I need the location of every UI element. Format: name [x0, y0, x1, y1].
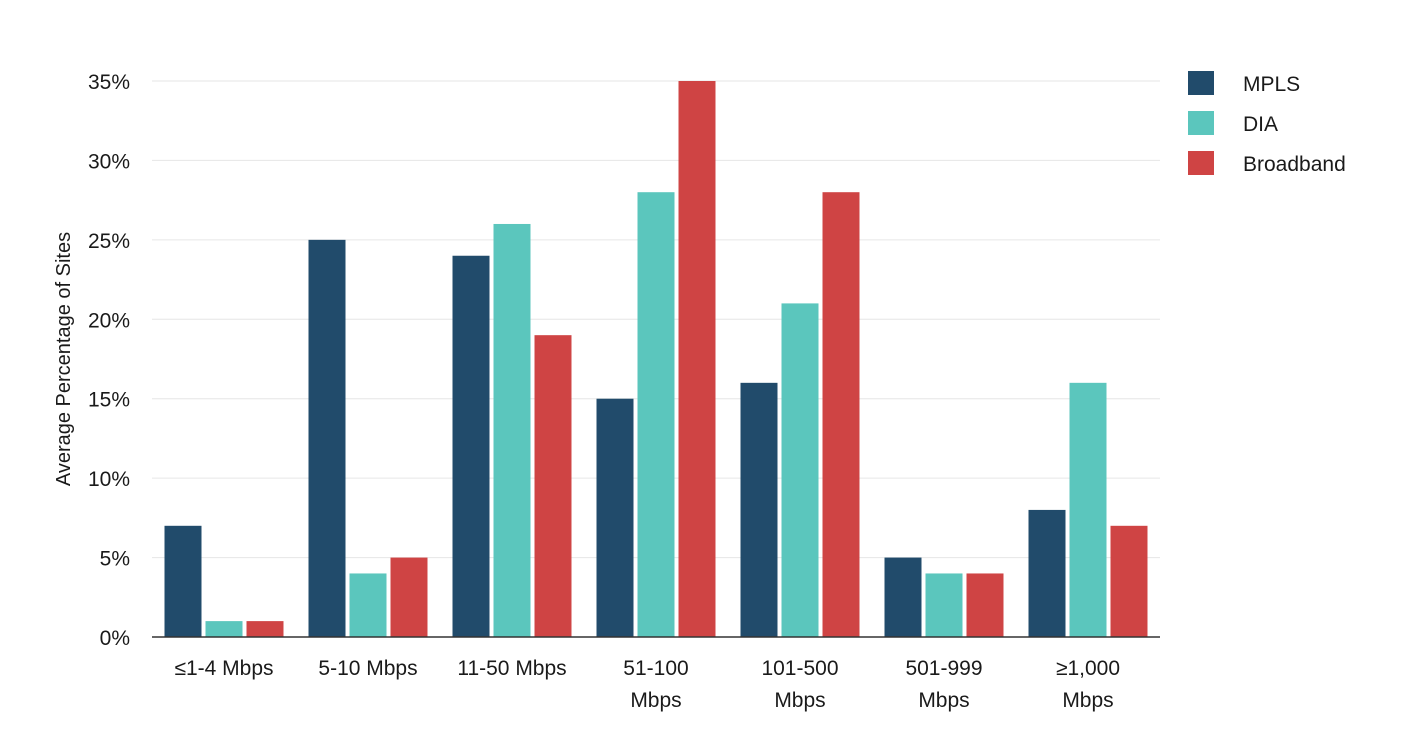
y-tick-label: 25% — [88, 230, 130, 253]
bar-mpls-2 — [452, 255, 490, 637]
bar-mpls-6 — [1028, 509, 1066, 637]
y-tick-label: 20% — [88, 309, 130, 332]
x-tick-label-line: 11-50 Mbps — [457, 657, 566, 680]
y-axis-title: Average Percentage of Sites — [53, 232, 75, 486]
x-tick-label-line: Mbps — [918, 689, 969, 712]
x-tick-label: 501-999 Mbps — [905, 657, 982, 712]
bar-dia-6 — [1069, 382, 1107, 637]
bar-mpls-3 — [596, 398, 634, 637]
y-tick-label: 30% — [88, 150, 130, 173]
legend: MPLS DIA Broadband — [1188, 71, 1346, 176]
x-tick-label-line: Mbps — [1062, 689, 1113, 712]
x-tick-label-line: 51-100 — [623, 657, 688, 680]
legend-swatch-broadband — [1188, 151, 1214, 175]
bar-dia-5 — [925, 573, 963, 637]
bar-dia-3 — [637, 192, 675, 637]
bar-broadband-2 — [534, 335, 572, 637]
x-tick-label: ≥1,000 Mbps — [1056, 657, 1120, 712]
x-tick-label-line: 101-500 — [761, 657, 838, 680]
y-tick-label: 10% — [88, 468, 130, 491]
y-tick-label: 15% — [88, 389, 130, 412]
legend-label-dia: DIA — [1243, 113, 1278, 136]
x-tick-label-line: Mbps — [630, 689, 681, 712]
bar-dia-2 — [493, 223, 531, 637]
x-axis-labels: ≤1-4 Mbps 5-10 Mbps 11-50 Mbps 51-100 Mbps10… — [174, 657, 1120, 712]
bar-broadband-0 — [246, 621, 284, 637]
x-tick-label-line: 501-999 — [905, 657, 982, 680]
bar-dia-0 — [205, 621, 243, 637]
legend-label-mpls: MPLS — [1243, 73, 1300, 96]
x-tick-label-line: ≤1-4 Mbps — [174, 657, 273, 680]
x-tick-label: 5-10 Mbps — [318, 657, 417, 680]
x-tick-label-line: ≥1,000 — [1056, 657, 1120, 680]
bar-broadband-3 — [678, 81, 716, 637]
bar-mpls-0 — [164, 525, 202, 637]
y-tick-label: 35% — [88, 71, 130, 94]
y-tick-label: 0% — [100, 627, 130, 650]
x-tick-label: ≤1-4 Mbps — [174, 657, 273, 680]
x-tick-label-line: Mbps — [774, 689, 825, 712]
bar-broadband-6 — [1110, 525, 1148, 637]
legend-label-broadband: Broadband — [1243, 153, 1346, 176]
bar-broadband-5 — [966, 573, 1004, 637]
bar-dia-1 — [349, 573, 387, 637]
bar-dia-4 — [781, 303, 819, 637]
x-tick-label-line: 5-10 Mbps — [318, 657, 417, 680]
legend-swatch-mpls — [1188, 71, 1214, 95]
bar-mpls-1 — [308, 239, 346, 637]
x-tick-label: 101-500 Mbps — [761, 657, 838, 712]
y-tick-label: 5% — [100, 548, 130, 571]
bar-broadband-1 — [390, 557, 428, 637]
y-axis-ticks: 0% 5% 10% 15% 20% 25% 30% 35% — [88, 71, 130, 650]
legend-swatch-dia — [1188, 111, 1214, 135]
bar-mpls-4 — [740, 382, 778, 637]
bar-mpls-5 — [884, 557, 922, 637]
x-tick-label: 51-100 Mbps — [623, 657, 688, 712]
bar-broadband-4 — [822, 192, 860, 637]
bars — [164, 81, 1148, 637]
x-tick-label: 11-50 Mbps — [457, 657, 566, 680]
